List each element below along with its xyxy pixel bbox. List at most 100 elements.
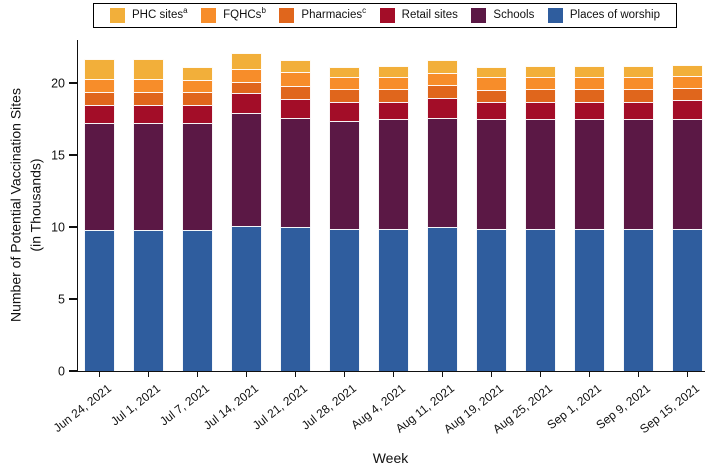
bar-segment-jun-24-2021-retail-sites [84,104,115,124]
bar-segment-jul-1-2021-places-of-worship [133,229,164,371]
bar-segment-aug-4-2021-pharmacies [378,88,409,102]
bar-segment-jul-21-2021-fqhcs [280,71,311,87]
x-axis-title: Week [372,450,409,466]
bar-segment-aug-25-2021-retail-sites [525,101,556,120]
legend-label-schools: Schools [493,8,535,21]
y-tick-label-20: 20 [51,75,65,90]
bar-segment-sep-9-2021-retail-sites [623,101,654,120]
bar-segment-aug-19-2021-retail-sites [476,101,507,120]
bar-segment-aug-4-2021-retail-sites [378,101,409,120]
bar-segment-sep-9-2021-phc-sites [623,65,654,78]
bar-segment-sep-9-2021-fqhcs [623,77,654,89]
legend-swatch-schools [471,8,487,23]
bar-segment-jul-7-2021-places-of-worship [182,229,213,371]
bar-segment-sep-15-2021-schools [672,119,703,229]
bar-segment-aug-11-2021-pharmacies [427,84,458,98]
bar-jul-1-2021 [133,58,164,371]
bar-segment-jul-21-2021-places-of-worship [280,227,311,371]
x-tick-aug-19-2021 [490,371,493,377]
legend-swatch-pharmacies [279,8,295,23]
bar-segment-jul-28-2021-phc-sites [329,67,360,78]
bar-segment-jul-14-2021-fqhcs [231,68,262,82]
bar-aug-11-2021 [427,60,458,371]
y-axis-title-line1: Number of Potential Vaccination Sites [7,88,24,322]
bar-aug-25-2021 [525,65,556,371]
bar-segment-sep-15-2021-fqhcs [672,76,703,88]
x-tick-sep-1-2021 [588,371,591,377]
y-tick-15 [69,154,77,156]
bar-segment-aug-19-2021-places-of-worship [476,228,507,371]
legend-item-phc-sites: PHC sitesa [110,6,188,23]
bar-segment-sep-9-2021-pharmacies [623,88,654,102]
bar-aug-4-2021 [378,65,409,371]
legend-label-fqhcs: FQHCsb [223,5,266,21]
bar-segment-jul-1-2021-pharmacies [133,91,164,105]
x-tick-jul-7-2021 [196,371,199,377]
bar-segment-aug-4-2021-schools [378,119,409,229]
y-tick-label-5: 5 [58,291,65,306]
bar-segment-aug-25-2021-fqhcs [525,77,556,89]
bar-segment-jul-1-2021-schools [133,123,164,230]
bar-segment-sep-15-2021-phc-sites [672,64,703,77]
legend-item-schools: Schools [471,8,534,23]
bar-segment-jul-7-2021-retail-sites [182,104,213,124]
x-tick-aug-4-2021 [392,371,395,377]
y-tick-5 [69,298,77,300]
y-axis-title-line2: (in Thousands) [27,158,43,252]
y-tick-20 [69,82,77,84]
bar-segment-jul-28-2021-pharmacies [329,88,360,102]
bar-segment-sep-1-2021-schools [574,119,605,229]
bar-segment-jul-7-2021-fqhcs [182,80,213,92]
bar-segment-jul-14-2021-retail-sites [231,93,262,114]
bar-segment-sep-15-2021-pharmacies [672,87,703,101]
bar-segment-sep-9-2021-schools [623,119,654,229]
legend-swatch-retail-sites [379,8,395,23]
x-tick-aug-25-2021 [539,371,542,377]
bar-segment-jul-21-2021-schools [280,117,311,228]
bar-segment-jul-14-2021-schools [231,113,262,226]
bar-segment-aug-11-2021-schools [427,117,458,228]
bar-segment-sep-1-2021-retail-sites [574,101,605,120]
bar-segment-jul-21-2021-retail-sites [280,99,311,118]
bar-jul-28-2021 [329,67,360,371]
bar-segment-jul-14-2021-places-of-worship [231,225,262,371]
bar-segment-jul-1-2021-retail-sites [133,104,164,124]
bar-segment-jul-7-2021-pharmacies [182,91,213,105]
bar-segment-sep-1-2021-fqhcs [574,77,605,89]
x-tick-jun-24-2021 [98,371,101,377]
bar-segment-jun-24-2021-schools [84,123,115,230]
chart-legend: PHC sitesa FQHCsb Pharmaciesc Retail sites S… [93,3,677,28]
bar-segment-jul-1-2021-phc-sites [133,58,164,79]
bar-sep-15-2021 [672,64,703,371]
bar-segment-sep-1-2021-phc-sites [574,65,605,78]
bar-segment-jun-24-2021-places-of-worship [84,229,115,371]
bar-segment-aug-11-2021-places-of-worship [427,227,458,371]
bar-segment-jul-21-2021-pharmacies [280,86,311,100]
x-tick-jul-21-2021 [294,371,297,377]
y-axis-title: Number of Potential Vaccination Sites (i… [6,25,45,385]
bar-segment-aug-11-2021-retail-sites [427,97,458,118]
bar-segment-aug-4-2021-places-of-worship [378,228,409,371]
bar-segment-aug-25-2021-schools [525,119,556,229]
x-tick-aug-11-2021 [441,371,444,377]
legend-label-pharmacies: Pharmaciesc [301,5,367,21]
x-tick-jul-28-2021 [343,371,346,377]
bar-segment-aug-11-2021-phc-sites [427,60,458,74]
legend-item-pharmacies: Pharmaciesc [279,5,367,23]
bar-segment-jul-28-2021-fqhcs [329,77,360,89]
bar-segment-sep-15-2021-retail-sites [672,100,703,120]
bar-segment-sep-9-2021-places-of-worship [623,228,654,371]
x-tick-jul-1-2021 [147,371,150,377]
legend-label-retail-sites: Retail sites [401,8,458,21]
bar-segment-aug-4-2021-fqhcs [378,77,409,89]
legend-item-fqhcs: FQHCsb [201,5,266,23]
y-tick-label-15: 15 [51,147,65,162]
bar-sep-1-2021 [574,65,605,371]
bar-aug-19-2021 [476,67,507,371]
legend-item-retail-sites: Retail sites [379,8,458,23]
y-tick-10 [69,226,77,228]
x-tick-sep-15-2021 [686,371,689,377]
bar-segment-sep-1-2021-pharmacies [574,88,605,102]
bar-jul-7-2021 [182,67,213,371]
